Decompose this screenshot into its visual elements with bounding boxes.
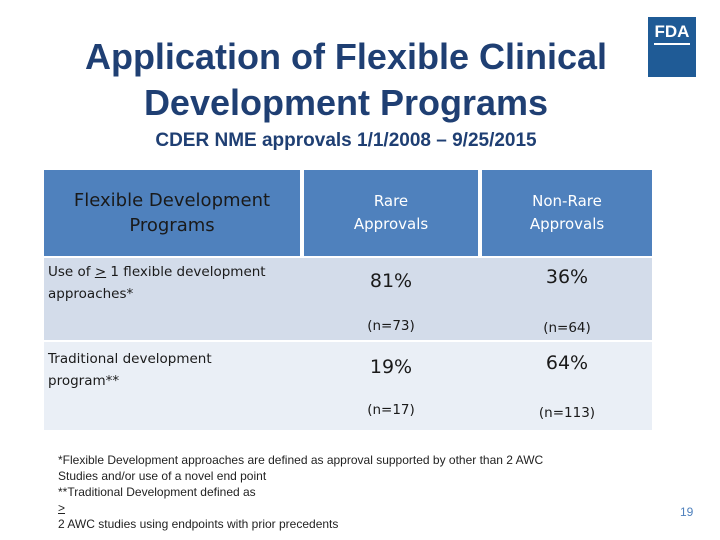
header-nonrare-label: Non-Rare Approvals (529, 192, 605, 233)
footnotes: *Flexible Development approaches are def… (58, 452, 678, 532)
footnote-line-3-suffix: 2 AWC studies using endpoints with prior… (58, 517, 339, 531)
title-line-1: Application of Flexible Clinical (84, 36, 608, 77)
nonrare-pct-flexible: 36% (545, 266, 589, 288)
row-label-suffix: 1 flexible development approaches* (48, 264, 266, 302)
header-programs-label: Flexible Development Programs (73, 190, 271, 236)
footnote-ge-symbol: > (58, 501, 66, 515)
header-rare: Rare Approvals (304, 170, 478, 256)
rare-pct-flexible: 81% (369, 270, 413, 292)
footnote-line-3-prefix: **Traditional Development defined as (58, 485, 256, 499)
table-row (44, 342, 652, 430)
header-programs: Flexible Development Programs (44, 170, 300, 256)
nonrare-n-traditional: (n=113) (538, 405, 596, 421)
approvals-table: Flexible Development Programs Rare Appro… (44, 170, 652, 430)
nonrare-pct-traditional: 64% (545, 352, 589, 374)
nonrare-n-flexible: (n=64) (543, 320, 591, 336)
slide-subtitle: CDER NME approvals 1/1/2008 – 9/25/2015 (155, 130, 537, 151)
slide-title: Application of Flexible Clinical Develop… (30, 34, 662, 126)
footnote-line-1: *Flexible Development approaches are def… (58, 453, 544, 467)
rare-pct-traditional: 19% (369, 356, 413, 378)
fda-logo: FDA (648, 17, 696, 77)
header-rare-label: Rare Approvals (353, 192, 429, 233)
footnote-line-2: Studies and/or use of a novel end point (58, 469, 267, 483)
rare-n-flexible: (n=73) (367, 318, 415, 334)
title-line-2: Development Programs (143, 82, 549, 123)
row-label-traditional: Traditional development program** (48, 351, 212, 389)
row-label-prefix: Use of (48, 264, 95, 280)
page-number: 19 (680, 505, 694, 519)
footnote-line-3: **Traditional Development defined as >2 … (58, 484, 678, 532)
row-label-flexible: Use of > 1 flexible development approach… (48, 261, 298, 305)
greater-equal-symbol: > (94, 264, 107, 280)
header-nonrare: Non-Rare Approvals (482, 170, 652, 256)
table-row (44, 258, 652, 340)
rare-n-traditional: (n=17) (367, 402, 415, 418)
